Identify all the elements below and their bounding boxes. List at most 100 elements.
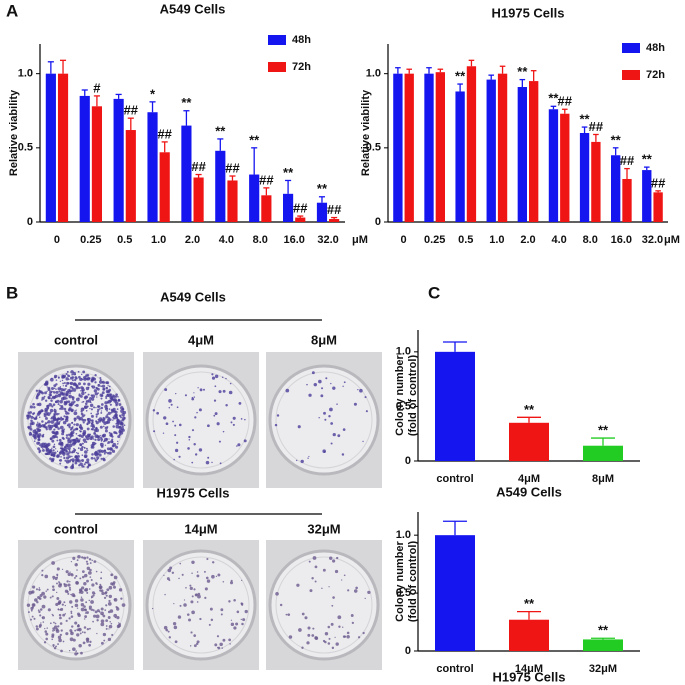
significance: ** <box>317 181 328 196</box>
colony-dot <box>100 589 104 593</box>
dish-inner <box>152 371 250 469</box>
colony-dot <box>103 452 106 455</box>
colony-dot <box>190 600 194 604</box>
colony-dot <box>65 393 68 396</box>
colony-dot <box>235 622 239 626</box>
colony-dot <box>204 587 208 591</box>
colony-dot <box>57 417 61 421</box>
colony-dot <box>100 397 103 400</box>
plate-label: 14μM <box>184 521 217 536</box>
colony-dot <box>31 603 36 607</box>
colony-dot <box>74 461 78 465</box>
colony-dot <box>61 436 65 440</box>
colony-dot <box>121 425 124 428</box>
colony-dot <box>80 596 83 598</box>
colony-dot <box>75 423 79 427</box>
colony-dot <box>104 609 107 611</box>
colony-dot <box>350 614 354 617</box>
colony-dot <box>51 595 54 598</box>
colony-dot <box>308 560 311 563</box>
colony-dot <box>55 645 57 648</box>
colony-dot <box>83 418 87 422</box>
bar <box>435 72 445 222</box>
panel-label: B <box>6 283 18 302</box>
colony-dot <box>49 448 53 453</box>
colony-dot <box>29 425 32 427</box>
bar <box>579 133 590 222</box>
significance: ** <box>249 132 260 147</box>
colony-dot <box>116 417 119 420</box>
colony-dot <box>108 438 110 440</box>
colony-dot <box>61 429 65 432</box>
colony-dot <box>105 627 108 630</box>
colony-dot <box>91 559 93 562</box>
plate-label: control <box>54 521 98 536</box>
colony-dot <box>163 625 168 630</box>
colony-dot <box>38 389 41 392</box>
colony-dot <box>93 428 98 433</box>
colony-dot <box>321 387 324 390</box>
colony-dot <box>44 382 48 386</box>
colony-dot <box>57 608 60 611</box>
bar <box>517 87 527 223</box>
colony-dot <box>52 459 54 462</box>
colony-dot <box>108 624 113 629</box>
colony-dot <box>306 641 310 645</box>
colony-dot <box>96 609 100 612</box>
colony-dot <box>27 414 32 418</box>
colony-dot <box>58 638 62 643</box>
colony-dot <box>99 587 101 589</box>
colony-dot <box>76 633 80 637</box>
bar <box>147 112 158 222</box>
colony-dot <box>300 459 304 464</box>
colony-dot <box>61 568 64 571</box>
colony-dot <box>42 445 46 448</box>
colony-dot <box>359 388 363 393</box>
colony-dot <box>99 434 101 437</box>
colony-dot <box>84 402 88 405</box>
colony-dot <box>96 405 100 408</box>
colony-dot <box>85 374 88 377</box>
significance: * <box>150 86 156 101</box>
colony-dot <box>81 388 85 392</box>
colony-dot <box>58 390 61 393</box>
colony-dot <box>91 583 95 587</box>
colony-dot <box>323 450 326 453</box>
colony-dot <box>56 582 58 585</box>
colony-dot <box>207 456 210 459</box>
colony-dot <box>36 434 41 438</box>
x-tick-label: 32μM <box>589 663 617 675</box>
colony-dot <box>90 379 94 383</box>
x-tick-label: 0.25 <box>80 234 101 246</box>
colony-dot <box>49 596 52 599</box>
colony-dot <box>221 376 224 379</box>
colony-dot <box>67 423 71 427</box>
colony-dot <box>56 439 59 442</box>
colony-dot <box>63 428 66 430</box>
colony-dot <box>330 382 332 385</box>
bar <box>497 73 508 223</box>
colony-dot <box>43 395 46 398</box>
significance: ## <box>620 153 635 168</box>
colony-dot <box>65 377 69 381</box>
dish-inner <box>152 556 250 654</box>
colony-dot <box>104 591 108 594</box>
colony-dot <box>193 588 196 591</box>
colony-dot <box>88 627 91 630</box>
colony-dot <box>209 607 213 611</box>
colony-dot <box>181 573 184 576</box>
colony-dot <box>72 429 75 432</box>
colony-dot <box>90 408 93 411</box>
colony-dot <box>71 605 74 608</box>
colony-dot <box>214 643 218 647</box>
y-tick-label: 1.0 <box>366 68 381 80</box>
legend-label: 48h <box>292 34 311 46</box>
colony-dot <box>332 596 335 599</box>
colony-dot <box>228 638 232 642</box>
x-tick-label: 8.0 <box>583 234 598 246</box>
y-tick-label: 0 <box>375 216 381 228</box>
colony-dot <box>164 388 168 392</box>
colony-dot <box>79 444 83 447</box>
colony-dot <box>29 422 33 426</box>
